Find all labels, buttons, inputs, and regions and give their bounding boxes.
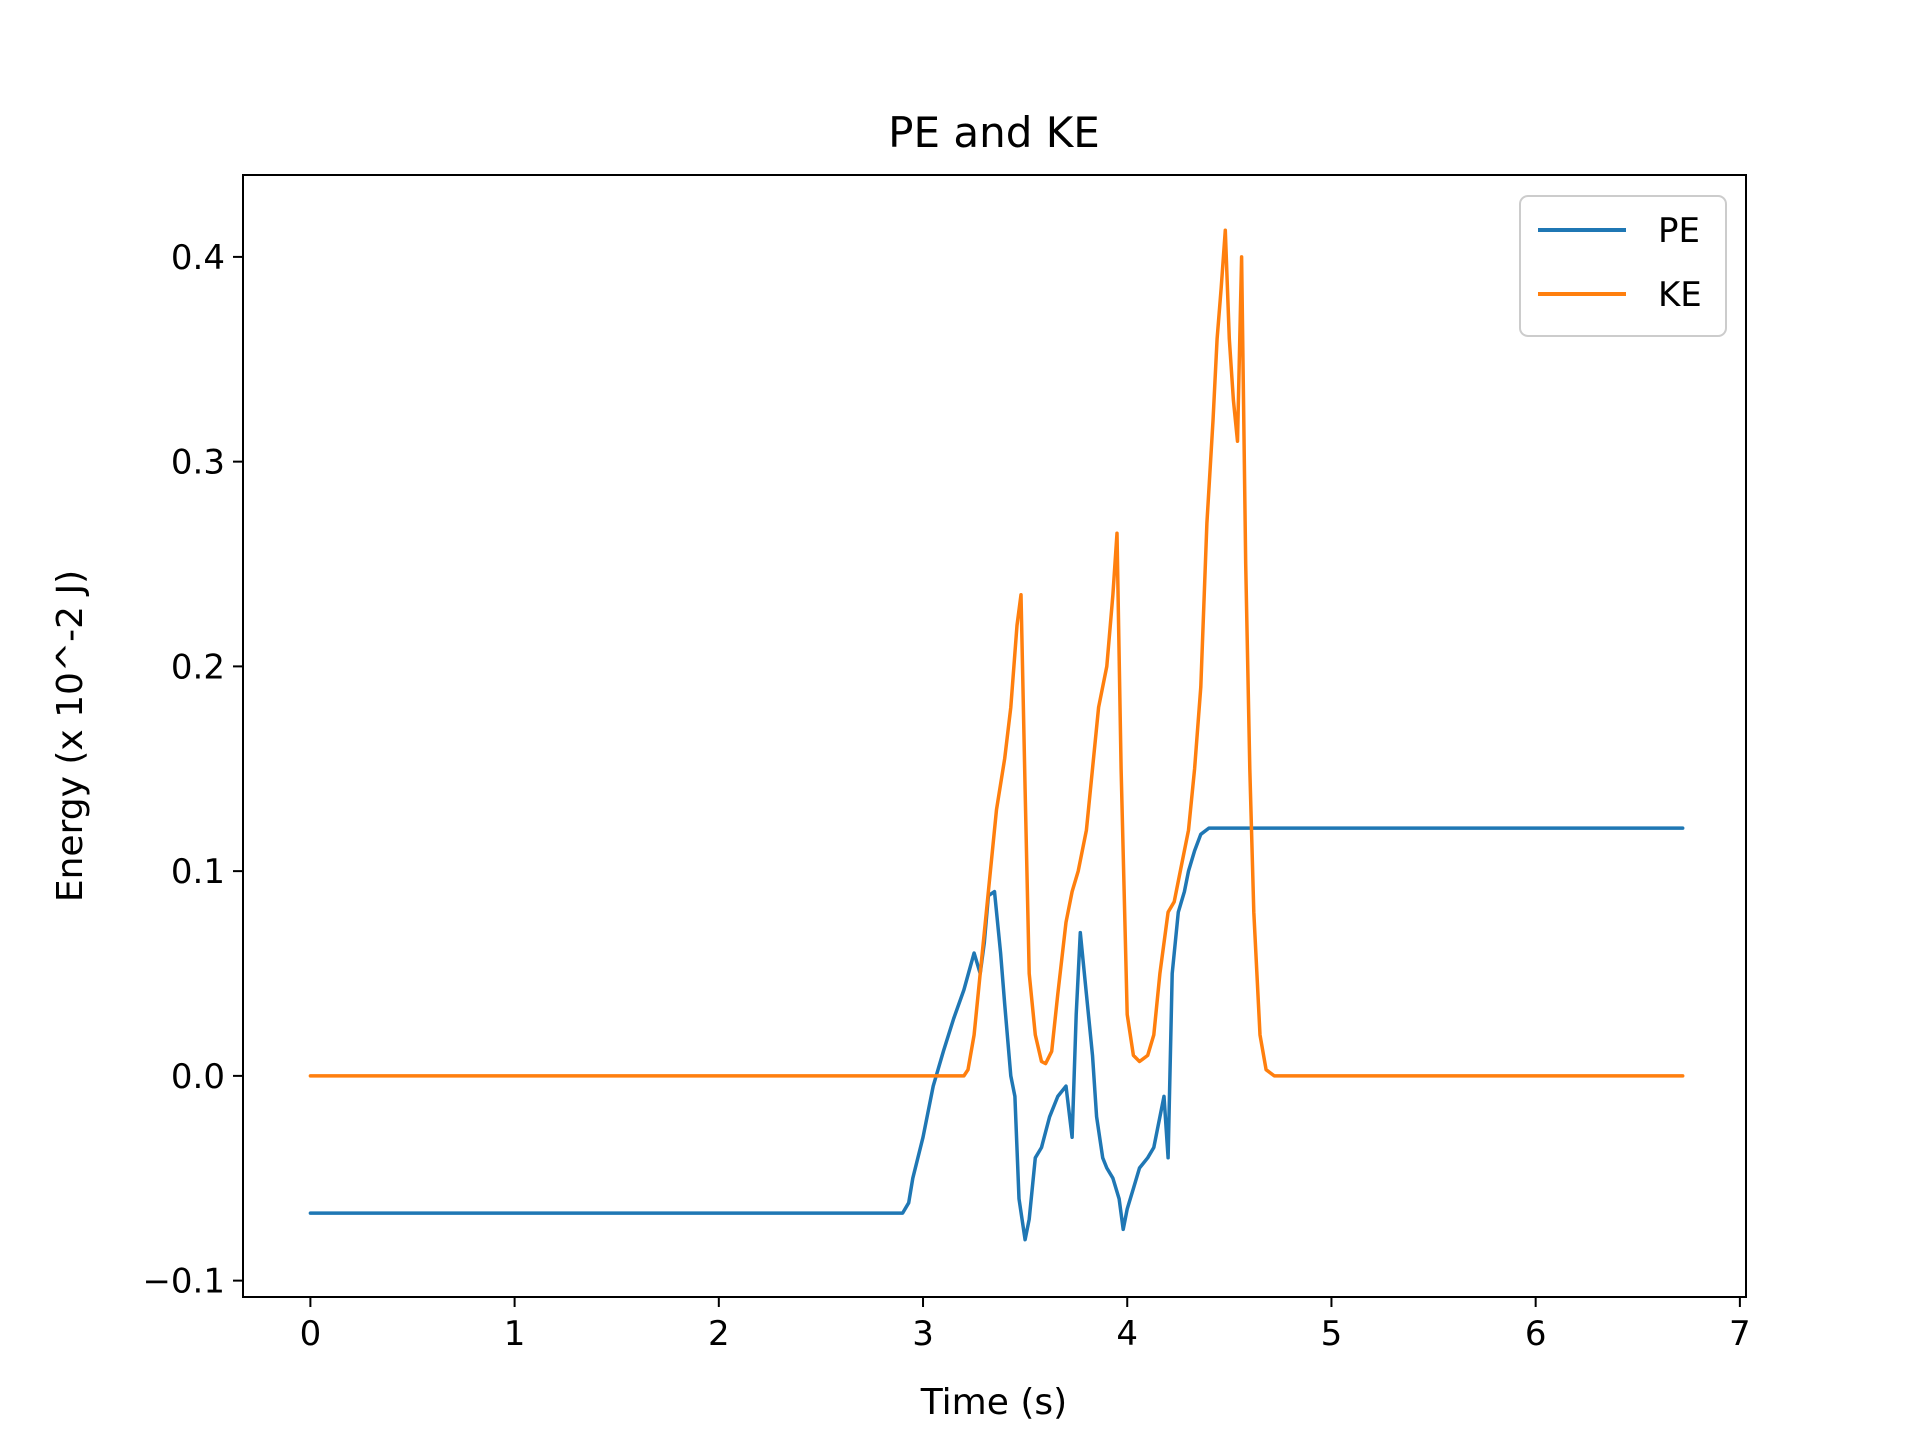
legend-label-ke: KE [1658, 275, 1702, 315]
x-tick-label: 2 [708, 1314, 730, 1354]
legend-items: PE KE [1538, 211, 1702, 315]
y-tick-label: 0.1 [171, 852, 225, 892]
y-axis: −0.1 0.0 0.1 0.2 0.3 0.4 [142, 238, 243, 1302]
plot-frame [242, 174, 1747, 1298]
x-tick-label: 4 [1116, 1314, 1138, 1354]
series-layer [308, 228, 1685, 1242]
y-axis-label: Energy (x 10^-2 J) [50, 570, 91, 902]
legend: PE KE [1519, 195, 1727, 337]
y-tick-label: 0.3 [171, 443, 225, 483]
x-tick-label: 0 [300, 1314, 322, 1354]
plot-area [242, 174, 1747, 1298]
x-axis-label: Time (s) [920, 1382, 1067, 1423]
series-line-ke [308, 228, 1685, 1078]
legend-label-pe: PE [1658, 211, 1700, 251]
y-tick-label: 0.2 [171, 647, 225, 687]
x-axis: 0 1 2 3 4 5 6 7 [300, 1297, 1751, 1354]
x-tick-label: 3 [912, 1314, 934, 1354]
x-tick-label: 1 [504, 1314, 526, 1354]
y-tick-label: 0.0 [171, 1057, 225, 1097]
x-tick-label: 7 [1729, 1314, 1751, 1354]
y-tick-label: −0.1 [142, 1262, 225, 1302]
series-line-pe [308, 826, 1685, 1242]
chart-title: PE and KE [888, 108, 1100, 157]
x-tick-label: 6 [1525, 1314, 1547, 1354]
y-tick-label: 0.4 [171, 238, 225, 278]
x-tick-label: 5 [1321, 1314, 1343, 1354]
